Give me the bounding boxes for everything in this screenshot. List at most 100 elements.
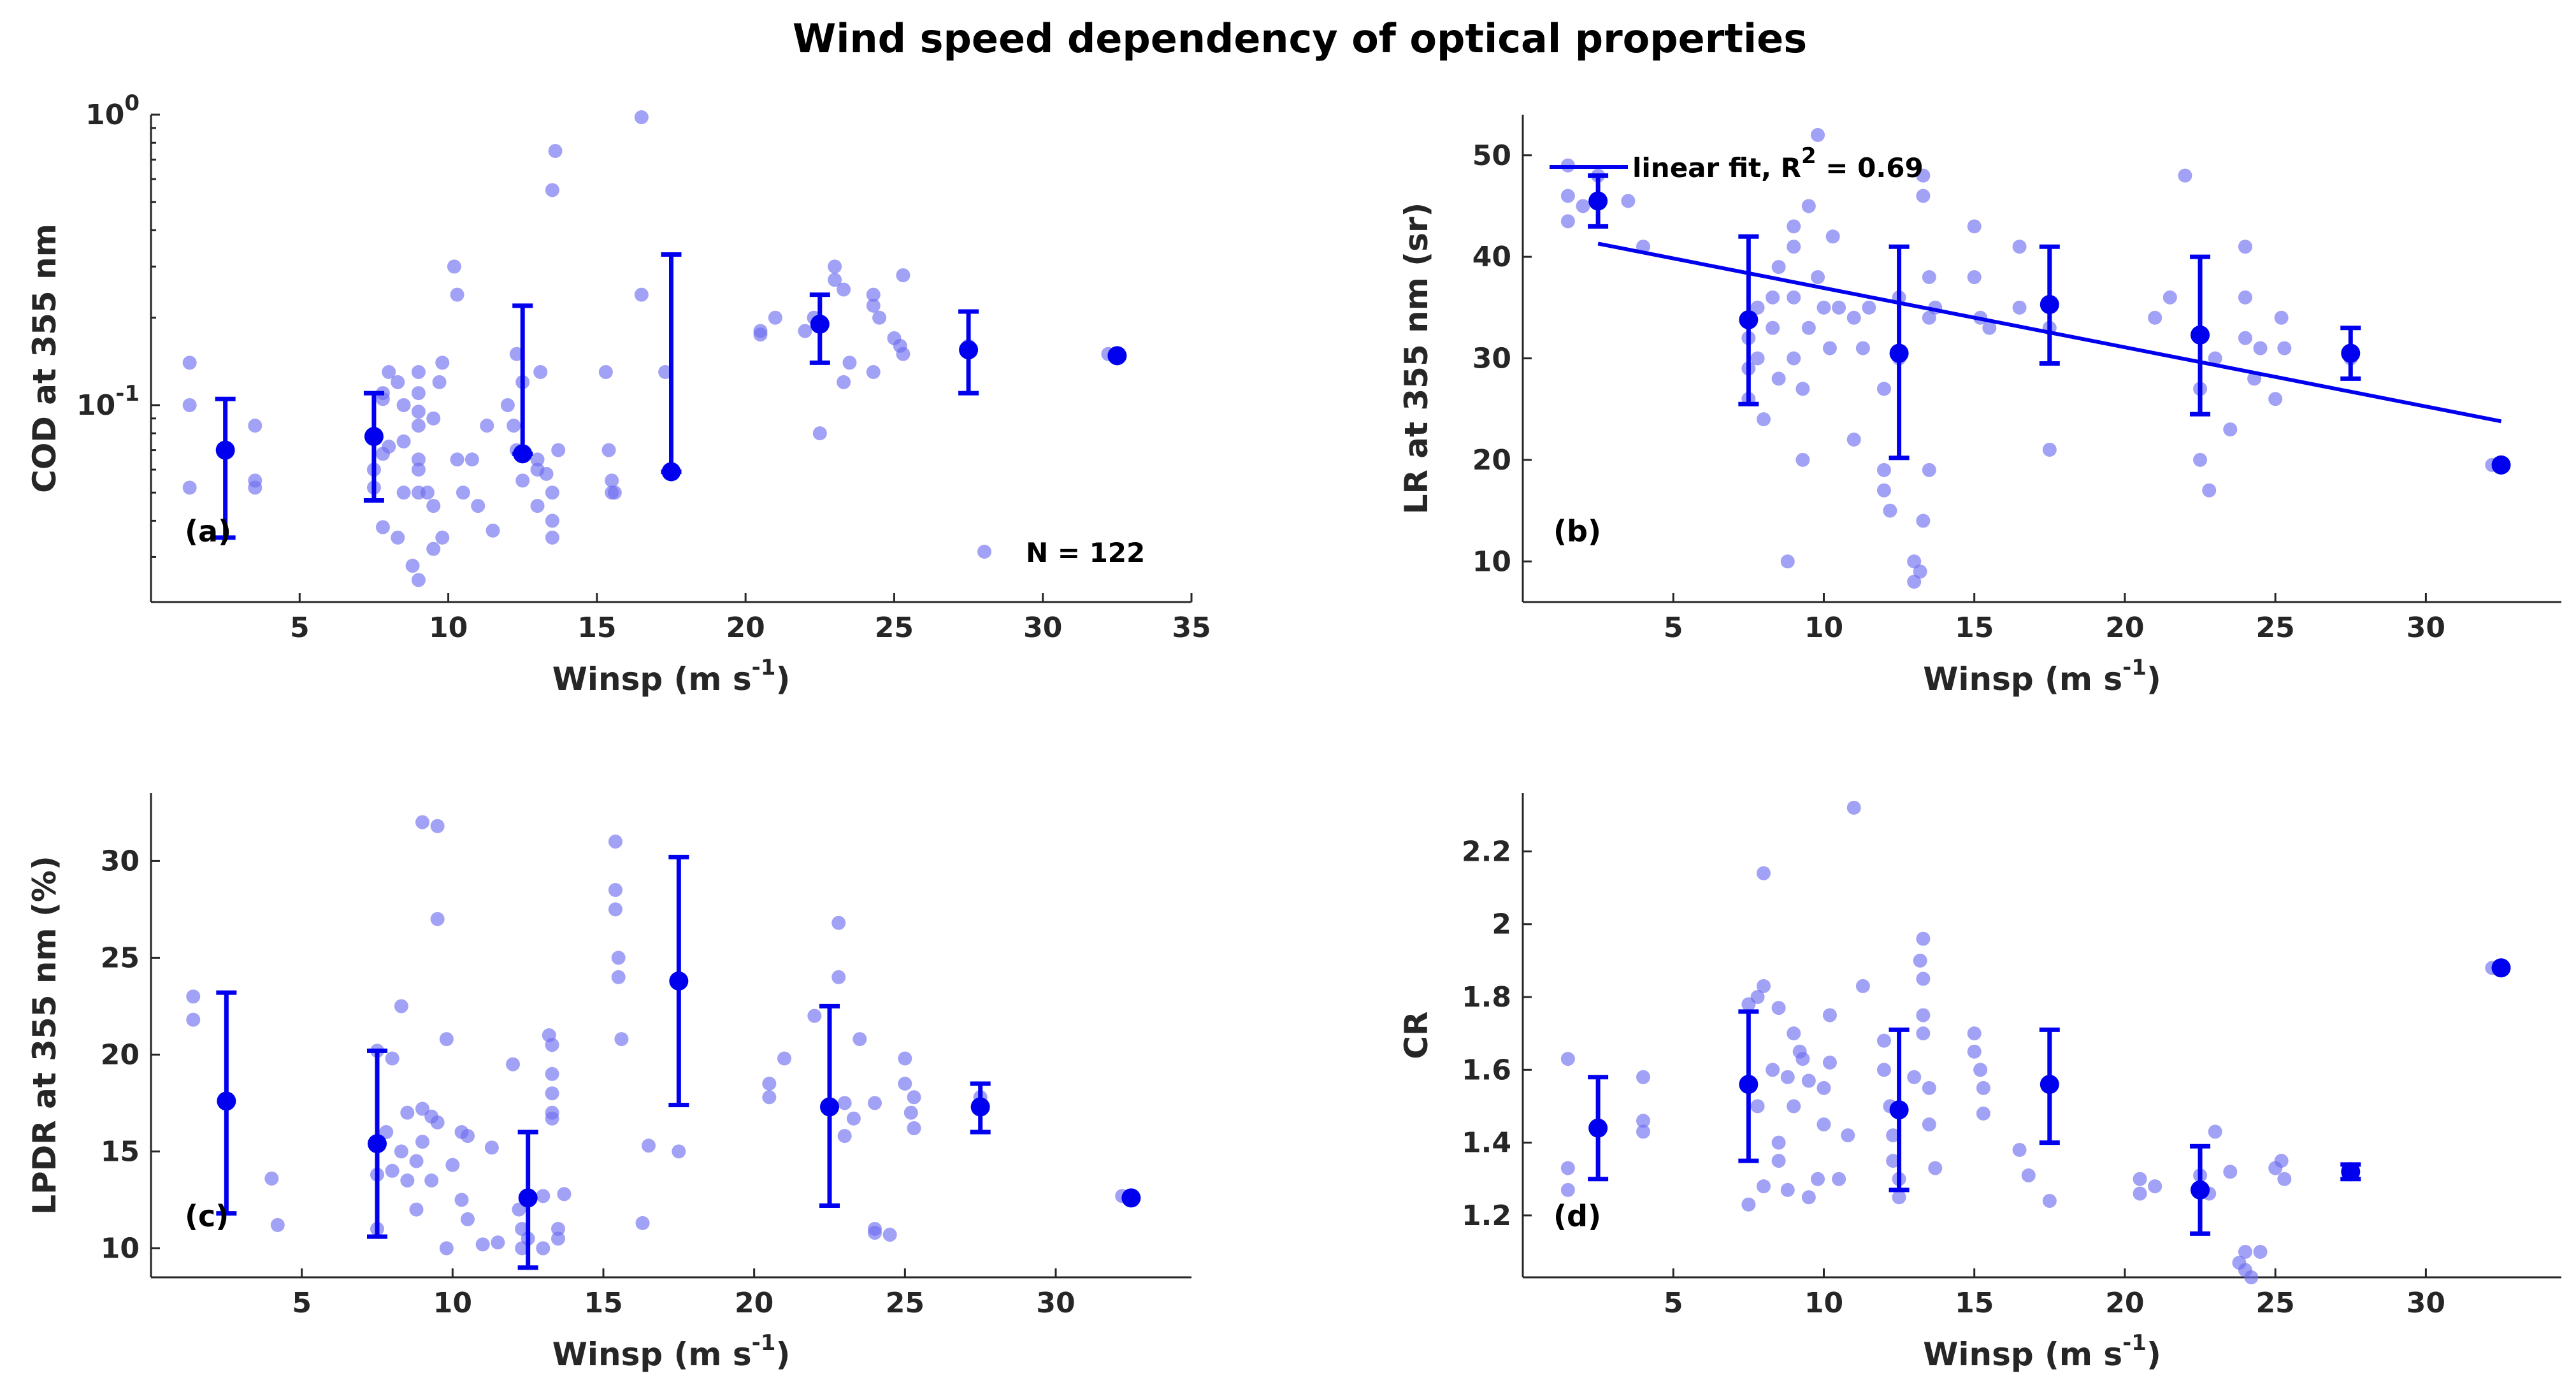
- scatter-point: [430, 819, 445, 833]
- mean-marker: [215, 440, 235, 460]
- scatter-point: [1801, 1190, 1816, 1205]
- scatter-point: [1771, 260, 1786, 275]
- scatter-point: [837, 1096, 852, 1110]
- scatter-point: [634, 287, 649, 302]
- scatter-point: [430, 912, 445, 926]
- scatter-point: [1636, 1114, 1650, 1128]
- y-tick-label: 10: [1472, 545, 1511, 578]
- scatter-point: [2274, 1154, 2289, 1168]
- scatter-point: [475, 1237, 490, 1252]
- scatter-point: [1771, 1001, 1786, 1015]
- legend-label: N = 122: [1026, 537, 1145, 568]
- scatter-point: [634, 110, 649, 125]
- scatter-point: [1862, 300, 1876, 315]
- y-tick-label: 20: [101, 1038, 140, 1071]
- scatter-point: [1846, 433, 1861, 447]
- scatter-point: [842, 355, 857, 370]
- scatter-point: [1817, 1080, 1831, 1095]
- x-tick-label: 25: [875, 612, 914, 644]
- scatter-point: [385, 1163, 399, 1178]
- scatter-point: [536, 1241, 550, 1256]
- x-axis-label-exponent: -1: [2122, 1330, 2147, 1356]
- scatter-point: [450, 287, 464, 302]
- scatter-point: [1801, 320, 1816, 335]
- scatter-point: [454, 1193, 469, 1207]
- scatter-point: [1817, 1117, 1831, 1131]
- scatter-point: [471, 499, 486, 513]
- x-tick-label: 10: [433, 1287, 472, 1319]
- scatter-point: [500, 398, 515, 412]
- x-axis-label-close: ): [2147, 661, 2161, 698]
- scatter-point: [1982, 320, 1997, 335]
- x-tick-label: 5: [1664, 612, 1683, 644]
- scatter-point: [545, 513, 559, 528]
- scatter-point: [605, 473, 619, 488]
- scatter-point: [1841, 1128, 1855, 1143]
- scatter-point: [182, 398, 197, 412]
- x-tick-label: 15: [1955, 612, 1994, 644]
- mean-marker: [2040, 295, 2059, 315]
- scatter-point: [2202, 483, 2217, 498]
- scatter-point: [435, 355, 450, 370]
- scatter-point: [762, 1090, 777, 1105]
- legend-label-text: linear fit, R: [1632, 152, 1801, 183]
- y-tick-label: 2: [1492, 908, 1511, 941]
- scatter-point: [411, 405, 426, 419]
- scatter-point: [409, 1202, 424, 1217]
- scatter-point: [1787, 1099, 1801, 1114]
- x-tick-label: 25: [2256, 1287, 2295, 1319]
- x-axis-label: Winsp (m s-1): [1923, 655, 2161, 698]
- scatter-point: [533, 365, 548, 380]
- y-tick-label: 10: [101, 1232, 140, 1265]
- scatter-point: [2193, 452, 2208, 467]
- mean-marker: [513, 444, 533, 464]
- scatter-point: [1822, 1008, 1837, 1022]
- mean-marker: [2491, 958, 2511, 978]
- scatter-point: [828, 259, 842, 274]
- x-tick-label: 35: [1172, 612, 1211, 644]
- mean-marker: [2040, 1075, 2059, 1094]
- scatter-point: [896, 347, 910, 361]
- scatter-point: [415, 815, 429, 829]
- scatter-point: [551, 1231, 565, 1246]
- scatter-point: [415, 1135, 429, 1149]
- y-axis-label: CR: [1398, 1011, 1435, 1059]
- scatter-point: [1756, 866, 1771, 880]
- scatter-point: [382, 440, 396, 454]
- scatter-point: [447, 259, 461, 274]
- scatter-point: [396, 485, 411, 500]
- scatter-point: [1967, 1044, 1982, 1059]
- scatter-point: [426, 542, 441, 556]
- scatter-point: [1967, 1026, 1982, 1041]
- x-tick-label: 25: [886, 1287, 925, 1319]
- scatter-point: [186, 1012, 201, 1027]
- scatter-point: [2208, 1124, 2222, 1139]
- x-tick-label: 20: [2105, 1287, 2144, 1319]
- legend-marker: [977, 545, 991, 559]
- legend-label-exponent: 2: [1801, 143, 1817, 169]
- y-axis-label: COD at 355 nm: [26, 224, 63, 493]
- scatter-point: [2253, 341, 2268, 355]
- scatter-point: [1621, 194, 1636, 208]
- scatter-point: [2012, 240, 2027, 254]
- mean-marker: [669, 971, 689, 991]
- y-tick-label: 30: [101, 845, 140, 877]
- scatter-point: [551, 1222, 565, 1236]
- mean-marker: [1588, 1118, 1608, 1138]
- scatter-point: [1750, 990, 1765, 1004]
- legend-label-tail: = 0.69: [1817, 152, 1924, 183]
- x-tick-label: 30: [1023, 612, 1062, 644]
- mean-marker: [959, 340, 979, 360]
- scatter-point: [608, 902, 622, 917]
- scatter-point: [1916, 513, 1931, 528]
- y-tick-label: 20: [1472, 444, 1511, 477]
- panel-label: (c): [185, 1199, 229, 1233]
- scatter-point: [866, 365, 881, 380]
- scatter-point: [2238, 290, 2252, 305]
- scatter-point: [611, 951, 626, 965]
- scatter-point: [831, 970, 846, 984]
- scatter-point: [1771, 1135, 1786, 1150]
- scatter-point: [907, 1121, 921, 1135]
- mean-marker: [1588, 191, 1608, 211]
- y-tick-base: 10: [85, 99, 124, 131]
